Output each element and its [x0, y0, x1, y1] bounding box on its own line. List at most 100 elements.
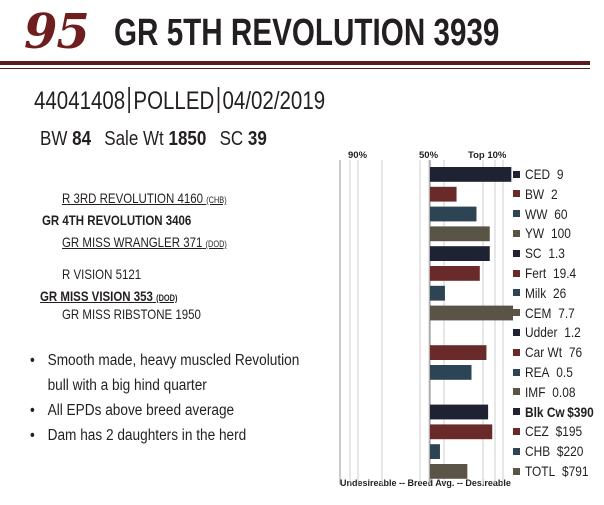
epd-label: IMF 0.08: [525, 384, 575, 400]
epd-row: Udder 1.2: [513, 324, 591, 340]
epd-bar-fert: [430, 266, 480, 281]
legend-swatch: [513, 388, 520, 396]
pedigree-sire-sire: R 3RD REVOLUTION 4160 (CHB): [62, 190, 227, 206]
pedigree-tag: (DOD): [156, 293, 178, 303]
legend-swatch: [513, 190, 520, 198]
epd-row: WW 60: [513, 206, 575, 222]
epd-trait: Car Wt: [525, 344, 563, 361]
epd-bar-totl: [430, 464, 468, 479]
epd-trait: YW: [525, 225, 545, 242]
pedigree-sire-dam: GR MISS WRANGLER 371 (DOD): [62, 234, 227, 250]
epd-row: Blk Cw $390: [513, 404, 604, 420]
epd-label: Fert 19.4: [525, 265, 576, 281]
epd-row: YW 100: [513, 225, 579, 241]
epd-row: Milk 26: [513, 285, 573, 301]
epd-label: CEZ $195: [525, 423, 582, 439]
epd-row: TOTL $791: [513, 463, 600, 479]
pedigree-tag: (DOD): [205, 239, 227, 249]
legend-swatch: [513, 249, 520, 257]
epd-trait: TOTL: [525, 463, 556, 479]
epd-bar-ww: [430, 206, 477, 222]
epd-trait: REA: [525, 364, 550, 380]
epd-row: CHB $220: [513, 443, 594, 459]
header-rule-thin: [0, 68, 590, 69]
epd-value: 7.7: [558, 304, 575, 321]
epd-trait: Fert: [525, 265, 547, 281]
epd-value: $220: [556, 443, 584, 460]
legend-swatch: [513, 408, 520, 416]
pedigree-dam-sire: R VISION 5121: [62, 266, 142, 282]
legend-swatch: [513, 170, 520, 178]
column-label-90: 90%: [348, 150, 368, 161]
epd-trait: CEZ: [525, 423, 549, 440]
epd-value: $390: [567, 403, 594, 420]
pedigree-sire: GR 4TH REVOLUTION 3406: [42, 212, 192, 228]
epd-value: 2: [550, 185, 558, 202]
epd-value: $791: [562, 463, 589, 479]
pedigree-dam-dam: GR MISS RIBSTONE 1950: [62, 306, 201, 322]
list-item: All EPDs above breed average: [30, 398, 294, 423]
epd-row: BW 2: [513, 186, 563, 202]
header-rule: [0, 61, 590, 65]
epd-row: REA 0.5: [513, 364, 581, 380]
epd-label: Car Wt 76: [525, 344, 582, 360]
column-label-top10: Top 10%: [468, 150, 507, 161]
epd-trait: CED: [525, 166, 551, 182]
epd-label: CEM 7.7: [525, 305, 575, 321]
epd-value: 0.5: [556, 364, 573, 380]
legend-swatch: [513, 309, 520, 317]
legend-swatch: [513, 467, 520, 475]
epd-value: $195: [555, 423, 583, 440]
legend-swatch: [513, 427, 520, 435]
epd-value: 19.4: [552, 265, 577, 281]
epd-trait: Milk: [525, 284, 547, 301]
epd-trait: SC: [525, 245, 542, 262]
epd-label: Udder 1.2: [525, 324, 581, 340]
legend-swatch: [513, 210, 520, 218]
comment-list: Smooth made, heavy muscled Revolution bu…: [30, 348, 330, 448]
sc-label: SC: [219, 128, 244, 150]
epd-value: 100: [550, 225, 571, 242]
bw-value: 84: [72, 128, 92, 150]
epd-trait: Blk Cw: [525, 403, 565, 420]
epd-value: 26: [552, 284, 567, 301]
epd-row: Car Wt 76: [513, 344, 592, 360]
bw-label: BW: [40, 128, 68, 150]
epd-label: CHB $220: [525, 443, 583, 459]
epd-value: 60: [554, 205, 568, 222]
legend-swatch: [513, 229, 520, 237]
epd-label: WW 60: [525, 206, 568, 222]
epd-label: Milk 26: [525, 285, 566, 301]
epd-row: SC 1.3: [513, 245, 572, 261]
sale-wt-value: 1850: [168, 128, 207, 150]
sale-wt-label: Sale Wt: [104, 128, 164, 150]
registration-number: 44041408: [34, 87, 126, 115]
separator: [217, 87, 220, 113]
epd-row: CEZ $195: [513, 423, 592, 439]
pedigree-dam: GR MISS VISION 353 (DOD): [40, 288, 178, 304]
epd-trait: WW: [525, 205, 548, 222]
epd-trait: BW: [525, 185, 545, 202]
stats-line: BW 84 Sale Wt 1850 SC 39: [40, 126, 275, 152]
epd-bar-car-wt: [430, 345, 487, 360]
list-item: Dam has 2 daughters in the herd: [30, 423, 294, 448]
column-label-50: 50%: [419, 150, 439, 161]
lot-number: 95: [24, 4, 90, 60]
pedigree-tag: (CHB): [206, 195, 227, 205]
legend-swatch: [513, 368, 520, 376]
epd-bar-ced: [430, 167, 512, 182]
list-item-continuation: bull with a big hind quarter: [47, 377, 207, 394]
epd-value: 9: [556, 166, 564, 182]
epd-bar-blk-cw: [430, 404, 489, 420]
epd-trait: Udder: [525, 324, 558, 341]
epd-bar-milk: [430, 285, 445, 301]
id-line: 44041408 POLLED 04/02/2019: [34, 86, 325, 116]
polled-status: POLLED: [133, 87, 215, 115]
birth-date: 04/02/2019: [222, 87, 326, 115]
epd-value: 1.3: [548, 245, 565, 262]
sc-value: 39: [247, 128, 267, 150]
epd-bar-yw: [430, 226, 490, 242]
epd-label: TOTL $791: [525, 463, 588, 479]
